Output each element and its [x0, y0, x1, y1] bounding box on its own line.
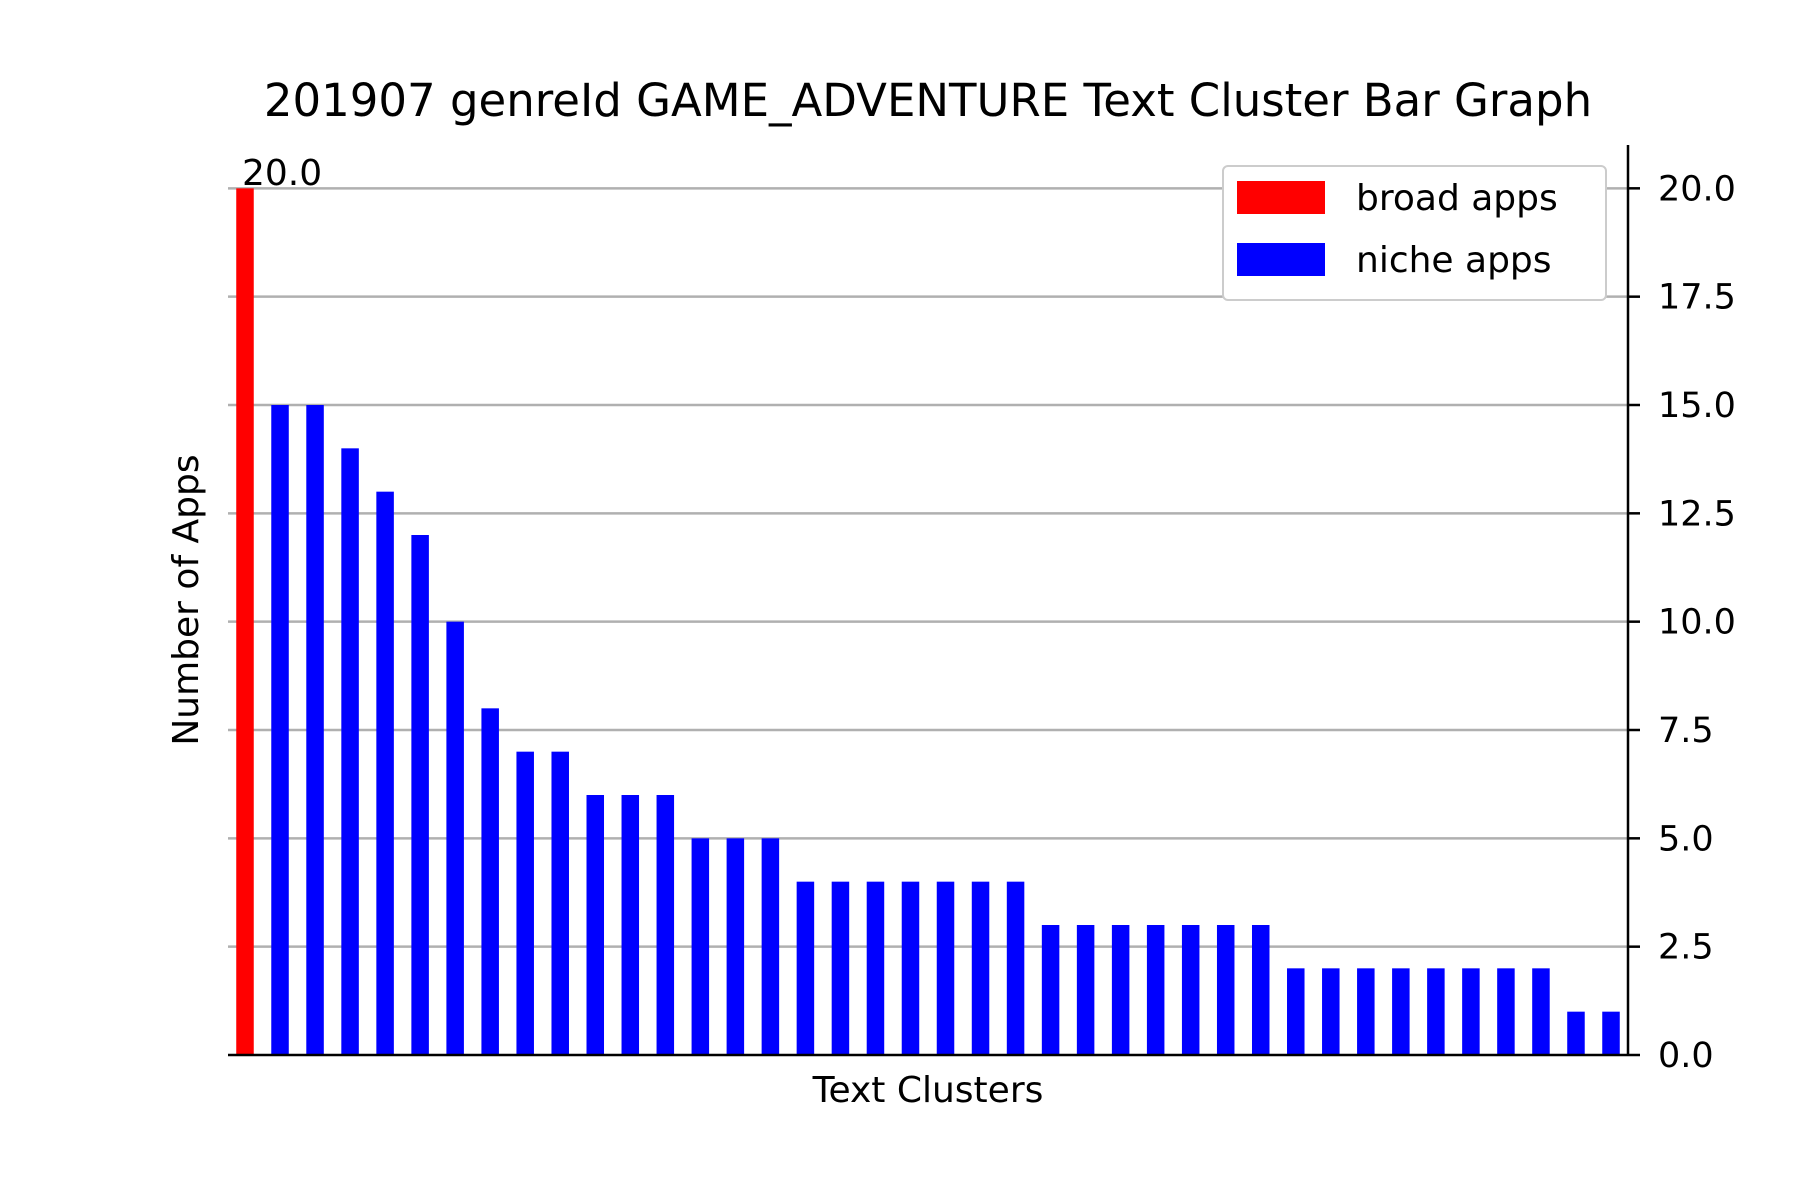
- legend-label-niche: niche apps: [1356, 240, 1552, 281]
- legend-swatch-broad: [1237, 181, 1325, 214]
- legend: broad apps niche apps: [1222, 165, 1607, 301]
- bar-niche-apps: [1497, 968, 1515, 1055]
- gridlines: [228, 187, 1628, 948]
- bar-niche-apps: [1181, 925, 1200, 1055]
- bar-niche-apps: [411, 535, 429, 1055]
- bar-niche-apps: [1146, 925, 1165, 1055]
- x-axis-label: Text Clusters: [812, 1070, 1044, 1111]
- bar-niche-apps: [446, 621, 464, 1055]
- bar-niche-apps: [481, 708, 499, 1055]
- bar-niche-apps: [621, 795, 640, 1055]
- bar-niche-apps: [726, 838, 745, 1055]
- bar-niche-apps: [796, 881, 815, 1055]
- y-axis-label: Number of Apps: [166, 454, 207, 745]
- bars: [236, 188, 1620, 1056]
- bar-niche-apps: [1041, 925, 1060, 1055]
- bar-niche-apps: [1427, 968, 1445, 1055]
- bar-niche-apps: [691, 838, 710, 1055]
- y-tick-label: 10.0: [1658, 603, 1736, 643]
- y-ticks: 0.0 2.5 5.0 7.5 10.0 12.5 15.0 17.5 20.0: [1628, 169, 1736, 1076]
- bar-niche-apps: [306, 405, 324, 1055]
- y-tick-label: 20.0: [1658, 169, 1736, 209]
- bar-niche-apps: [866, 881, 885, 1055]
- bar-niche-apps: [1532, 968, 1550, 1055]
- bar-niche-apps: [1392, 968, 1410, 1055]
- bar-value-label: 20.0: [242, 153, 322, 194]
- bar-broad-apps: [236, 188, 254, 1056]
- bar-niche-apps: [341, 448, 359, 1055]
- legend-swatch-niche: [1237, 243, 1325, 276]
- y-tick-label: 2.5: [1658, 928, 1714, 968]
- y-tick-label: 12.5: [1658, 494, 1736, 534]
- bar-niche-apps: [901, 881, 920, 1055]
- bar-niche-apps: [936, 881, 955, 1055]
- bar-niche-apps: [1216, 925, 1235, 1055]
- bar-niche-apps: [1076, 925, 1095, 1055]
- bar-niche-apps: [1602, 1011, 1620, 1055]
- y-tick-label: 0.0: [1658, 1036, 1714, 1076]
- bar-niche-apps: [551, 751, 569, 1055]
- bar-niche-apps: [586, 795, 605, 1055]
- bar-niche-apps: [1251, 925, 1270, 1055]
- bar-niche-apps: [1567, 1011, 1585, 1055]
- bar-niche-apps: [516, 751, 534, 1055]
- legend-label-broad: broad apps: [1356, 178, 1558, 219]
- y-tick-label: 5.0: [1658, 819, 1714, 859]
- bar-niche-apps: [1287, 968, 1305, 1055]
- bar-niche-apps: [271, 405, 289, 1055]
- bar-niche-apps: [1006, 881, 1025, 1055]
- bar-niche-apps: [831, 881, 850, 1055]
- bar-niche-apps: [1111, 925, 1130, 1055]
- bar-niche-apps: [656, 795, 675, 1055]
- y-tick-label: 7.5: [1658, 711, 1714, 751]
- bar-niche-apps: [761, 838, 780, 1055]
- bar-niche-apps: [971, 881, 990, 1055]
- bar-niche-apps: [1357, 968, 1375, 1055]
- chart-title: 201907 genreId GAME_ADVENTURE Text Clust…: [264, 74, 1592, 127]
- bar-niche-apps: [1322, 968, 1340, 1055]
- bar-niche-apps: [1462, 968, 1480, 1055]
- bar-niche-apps: [376, 491, 394, 1056]
- y-tick-label: 15.0: [1658, 386, 1736, 426]
- y-tick-label: 17.5: [1658, 278, 1736, 318]
